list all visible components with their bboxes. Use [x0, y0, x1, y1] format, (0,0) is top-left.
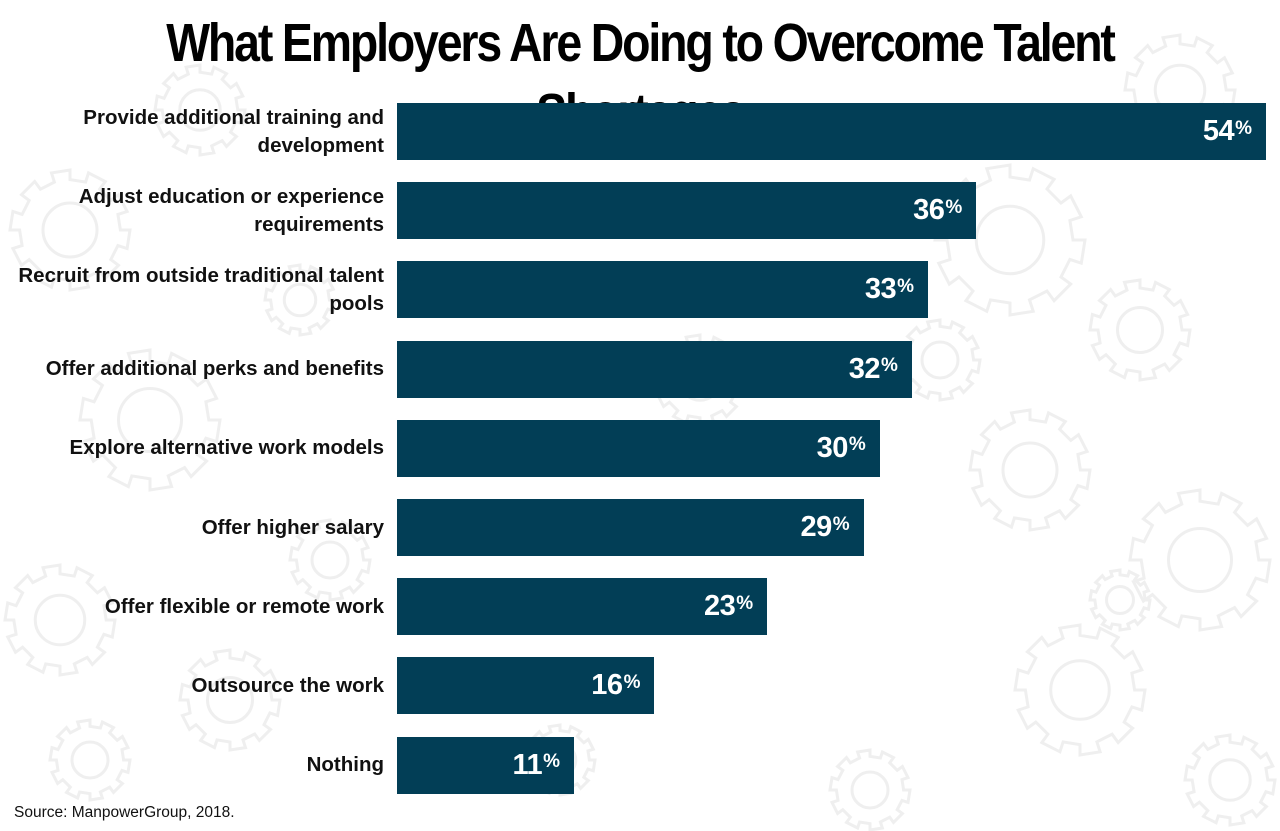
category-label: Provide additional training and developm…: [83, 105, 384, 157]
percent-sign: %: [881, 355, 898, 377]
percent-sign: %: [736, 592, 754, 614]
bar-value-label: 30%: [817, 420, 866, 477]
bar-value-label: 36%: [913, 182, 962, 239]
category-label: Offer flexible or remote work: [104, 594, 384, 618]
bar: 11%: [397, 736, 575, 794]
gear-icon: [1088, 278, 1192, 382]
percent-sign: %: [543, 751, 561, 773]
gear-icon: [78, 348, 222, 492]
bar-value-number: 11: [512, 748, 543, 781]
category-label: Nothing: [306, 753, 384, 777]
bar-value-label: 11%: [512, 737, 560, 794]
gear-icon: [1183, 733, 1277, 827]
category-label: Explore alternative work models: [69, 436, 384, 460]
bar-value-label: 32%: [849, 341, 898, 398]
bar: 16%: [397, 657, 655, 715]
gear-icon: [933, 163, 1087, 317]
bar: 33%: [397, 261, 929, 319]
gear-icon: [153, 63, 247, 157]
bar-value-label: 29%: [801, 499, 850, 556]
bar-value-label: 23%: [704, 578, 753, 635]
category-label: Recruit from outside traditional talent …: [18, 263, 384, 315]
bar-value-number: 16: [591, 669, 623, 702]
category-label: Adjust education or experience requireme…: [78, 184, 384, 236]
bar-value-number: 23: [703, 590, 736, 623]
bar: 32%: [397, 340, 912, 398]
bar: 36%: [397, 182, 977, 240]
category-label: Offer additional perks and benefits: [45, 357, 384, 381]
bar: 54%: [397, 103, 1266, 160]
gear-icon: [1128, 488, 1272, 632]
category-label: Outsource the work: [191, 673, 384, 697]
percent-sign: %: [832, 513, 850, 535]
source-note: Source: ManpowerGroup, 2018.: [14, 804, 235, 821]
gear-icon: [1088, 568, 1152, 632]
bar: 23%: [397, 578, 768, 636]
gear-icon: [828, 748, 912, 831]
gear-icon: [178, 648, 282, 752]
bar: 29%: [397, 499, 864, 556]
bar-value-number: 33: [864, 273, 897, 306]
gear-icon: [263, 263, 337, 337]
gear-icon: [3, 563, 117, 677]
bar-value-number: 36: [913, 194, 945, 227]
percent-sign: %: [897, 275, 915, 297]
gear-icon: [8, 168, 132, 292]
bar: 30%: [397, 419, 880, 477]
percent-sign: %: [1235, 117, 1252, 139]
bar-value-number: 32: [848, 352, 881, 385]
percent-sign: %: [848, 434, 866, 456]
gear-icon: [1013, 623, 1147, 757]
percent-sign: %: [623, 671, 641, 693]
gear-icon: [968, 408, 1092, 532]
bar-value-label: 33%: [865, 261, 914, 318]
bar-value-number: 30: [816, 431, 849, 464]
bar-value-number: 54: [1202, 115, 1235, 147]
percent-sign: %: [945, 196, 963, 218]
category-label: Offer higher salary: [201, 515, 384, 539]
bar-value-label: 54%: [1203, 103, 1252, 160]
gear-icon: [288, 518, 372, 602]
bar-value-number: 29: [800, 511, 833, 543]
gear-icon: [48, 718, 132, 802]
bar-value-label: 16%: [591, 657, 640, 714]
